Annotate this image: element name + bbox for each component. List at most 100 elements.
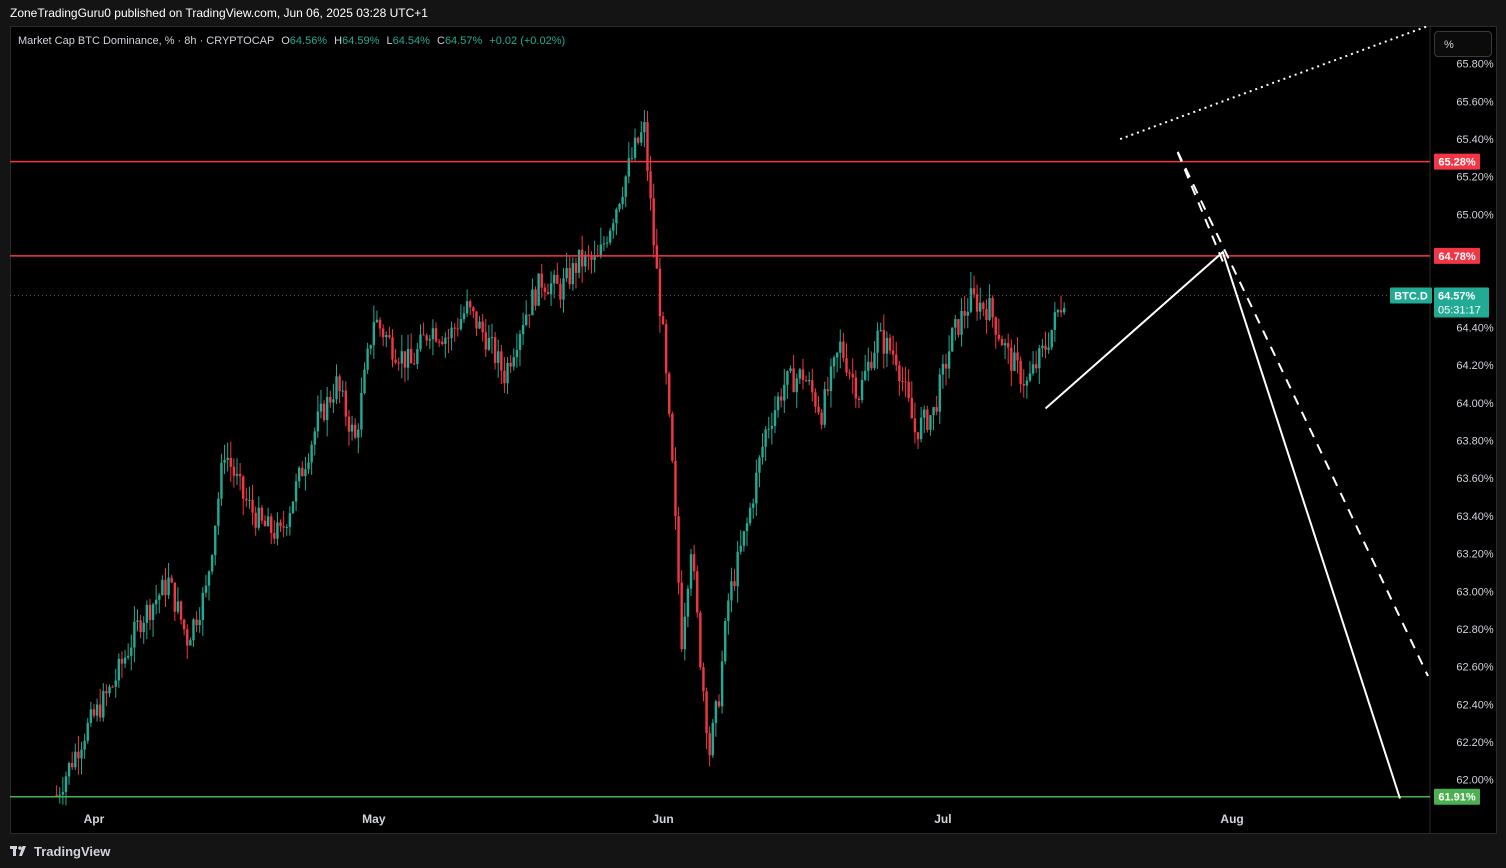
candle-up [1041,345,1044,349]
candle-down [546,292,550,295]
low-value: 64.54% [392,35,430,47]
x-tick-label: Apr [84,812,105,826]
percent-scale-button[interactable]: % [1434,31,1492,57]
candle-up [192,619,195,641]
candle-up [954,319,957,328]
candle-down [1044,345,1047,350]
candle-down [680,582,683,650]
candle-down [329,396,332,403]
candle-up [770,426,774,429]
candle-down [263,520,267,527]
candle-down [559,283,562,300]
candle-up [319,403,323,412]
candle-down [251,499,254,513]
candle-down [260,507,264,521]
candle-up [465,301,469,314]
y-tick-label: 64.40% [1456,322,1494,334]
tradingview-footer[interactable]: TradingView [10,840,110,862]
candle-up [176,601,180,612]
level-price-tag [1434,247,1480,264]
candle-down [98,704,102,718]
candle-up [223,459,226,463]
candle-up [552,274,556,284]
candle-down [441,341,444,344]
candle-down [338,376,341,392]
candle-down [173,582,177,612]
candle-up [210,555,214,572]
candle-down [982,302,985,310]
candle-up [689,554,693,589]
candle-up [136,620,139,622]
candle-up [142,622,145,633]
close-value: 64.57% [444,35,483,47]
y-tick-label: 63.40% [1456,511,1494,523]
candle-down [469,301,472,308]
candle-up [627,158,631,177]
candle-down [70,763,74,768]
candle-up [61,792,65,795]
candle-up [360,393,363,430]
candle-down [926,409,929,430]
candle-down [811,380,814,393]
candle-down [1022,384,1025,386]
candle-up [1050,329,1053,348]
candle-up [114,680,117,687]
candle-down [500,351,503,371]
candle-down [540,273,543,288]
candle-down [434,328,438,342]
candle-up [919,417,923,440]
candle-up [724,621,727,662]
candle-up [633,137,637,158]
candle-up [867,361,870,371]
candle-up [450,327,453,338]
candle-down [655,245,659,269]
candle-up [988,297,991,320]
candle-up [478,321,481,329]
candle-up [615,209,618,224]
candle-down [381,328,385,338]
chart-pane[interactable] [10,26,1497,834]
candle-down [820,412,823,425]
candle-up [235,473,239,476]
candle-up [285,526,288,528]
candle-down [636,137,640,143]
candle-up [630,157,634,159]
candle-down [888,337,892,351]
candle-up [798,369,802,379]
candle-down [991,297,994,318]
candle-up [102,691,105,718]
candle-down [664,324,668,374]
y-tick-label: 62.40% [1456,699,1494,711]
level-price-tag [1434,788,1480,805]
candle-down [814,392,817,407]
high-label: H [334,35,343,47]
candle-up [941,363,945,375]
candle-up [220,462,223,499]
candle-up [325,396,329,421]
candle-up [752,503,755,508]
candle-down [509,362,512,367]
candle-down [994,317,997,335]
candle-up [214,525,217,556]
candle-up [612,223,615,231]
candle-down [270,516,273,533]
candle-down [826,389,830,391]
candle-down [882,330,886,354]
candle-up [807,380,811,382]
candle-down [895,354,898,366]
candle-down [238,473,242,477]
open-label: O [281,35,290,47]
candle-down [105,691,108,694]
x-tick-label: Jun [652,812,673,826]
candle-up [248,499,251,501]
candlestick-chart[interactable]: 62.00% 62.20% 62.40% 62.60% 62.80% 63.00% 63.2… [10,26,1497,834]
candle-down [705,691,708,734]
candle-down [347,416,351,432]
candle-up [515,350,519,358]
candle-up [497,351,500,363]
candle-up [686,588,690,617]
candle-down [590,256,593,260]
candle-up [406,348,410,368]
candle-up [531,289,534,316]
candle-down [229,457,232,467]
